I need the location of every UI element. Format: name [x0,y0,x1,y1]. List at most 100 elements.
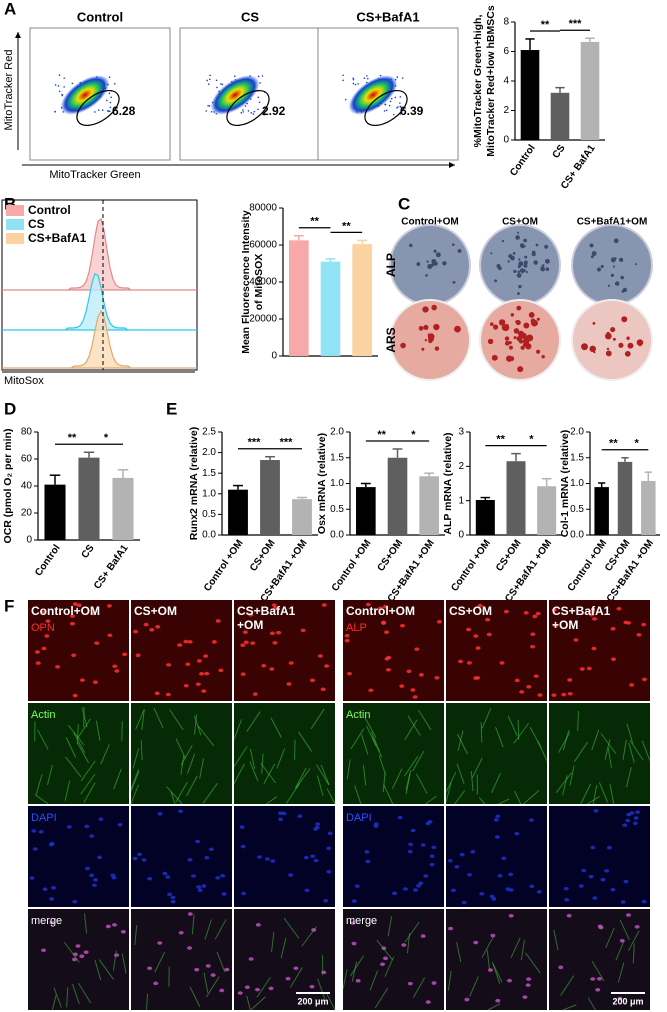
nucleus [196,885,202,889]
nucleus [473,940,479,945]
flow-density [348,75,398,115]
nucleus [535,611,541,616]
x-tick-label: Control +OM [449,538,493,594]
flow-dot [244,105,247,107]
nucleus [384,630,390,634]
bar [419,476,439,535]
nucleus [105,924,111,929]
nucleus [561,692,567,697]
fiber [130,784,139,805]
flow-dot [242,111,245,113]
ars-nodule [504,340,510,346]
x-tick-label: CS [551,143,568,161]
nucleus [499,661,505,665]
flow-dot [108,76,111,78]
scale-label: 200 μm [297,996,328,1006]
nucleus [470,850,476,854]
alp-spot [517,270,520,274]
significance-label: ** [377,429,386,441]
alp-spot [442,261,447,266]
fiber [84,913,88,934]
nucleus [137,852,143,857]
flow-gate [364,89,408,127]
bar [520,50,540,140]
ars-nodule [581,343,588,351]
nucleus [525,983,531,987]
channel-label: merge [346,915,377,927]
nucleus [526,685,532,689]
nucleus [381,621,387,625]
flow-dot [206,79,209,82]
alp-spot [545,267,550,272]
nucleus [383,956,389,961]
nucleus [177,643,183,647]
fiber [510,937,521,959]
fiber [193,715,202,736]
ars-nodule [513,336,517,340]
flow-title: Control [77,9,123,24]
flow-dot [105,99,108,102]
fiber [266,796,278,805]
fiber [135,708,145,730]
fiber [294,739,296,760]
ars-nodule [627,342,634,349]
y-tick-label: 0 [26,535,32,546]
nucleus [551,608,557,612]
nucleus [581,868,587,873]
fiber [591,729,600,751]
nucleus [187,912,193,916]
alp-spot [610,273,615,278]
fiber [214,919,227,940]
y-tick-label: 2 [458,461,464,472]
nucleus [165,692,171,697]
nucleus [269,667,275,671]
significance-label: * [411,429,416,441]
y-tick-label: 20000 [249,314,277,325]
alp-spot [523,238,527,243]
nucleus [616,606,622,611]
fiber [134,924,138,945]
fiber [498,798,510,805]
ars-nodule [427,333,431,337]
fiber [100,744,110,765]
fiber [204,919,212,940]
fiber [189,986,201,1008]
nucleus [310,854,316,859]
flow-dot [342,74,345,77]
nucleus [199,671,205,676]
y-tick-label: 40 [21,481,33,492]
flow-dot [352,77,355,79]
fiber [605,927,615,949]
nucleus [459,852,465,857]
fiber [199,758,205,779]
channel-label: OPN [31,622,55,634]
fiber [607,747,612,768]
ars-nodule [423,324,429,330]
nucleus [303,855,309,860]
nucleus [167,892,173,897]
flow-dot [247,110,250,112]
fiber [37,729,49,750]
alp-spot [524,255,528,259]
fiber [350,728,365,749]
fiber [629,739,644,761]
column-label: +OM [237,618,263,632]
panel-letter: D [4,399,16,418]
nucleus [377,606,383,611]
nucleus [135,653,141,658]
nucleus [503,609,509,614]
fiber [280,938,287,959]
y-tick-label: 2.0 [202,447,216,458]
fiber [249,748,256,769]
fiber [412,977,426,998]
fiber [276,748,286,769]
nucleus [490,933,496,938]
fiber [121,953,127,974]
histogram-peak [2,309,197,369]
nucleus [66,825,72,829]
fiber [64,942,80,963]
fiber [457,730,464,751]
nucleus [410,688,416,692]
ars-nodule [434,346,440,351]
